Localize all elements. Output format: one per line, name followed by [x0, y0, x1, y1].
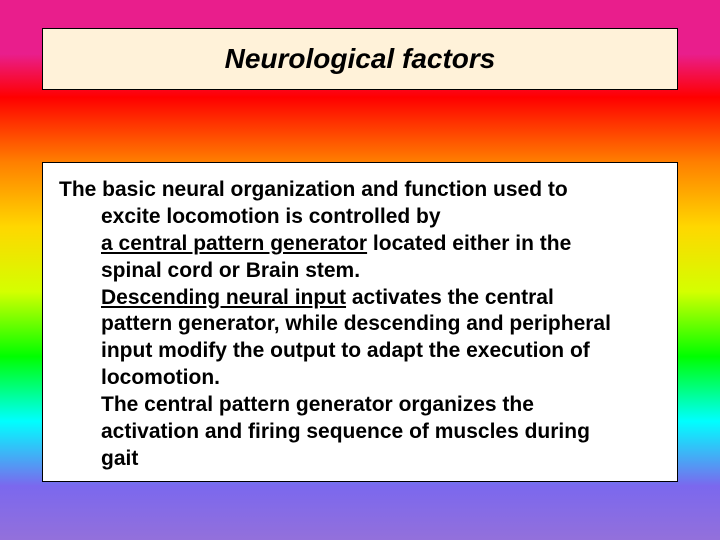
body-line: pattern generator, while descending and …	[101, 311, 661, 338]
body-text: The basic neural organization and functi…	[59, 177, 661, 473]
body-segment: The central pattern generator organizes …	[101, 393, 534, 416]
body-line: The basic neural organization and functi…	[59, 177, 661, 204]
body-segment: pattern generator, while descending and …	[101, 312, 611, 335]
body-segment: input modify the output to adapt the exe…	[101, 339, 590, 362]
title-box: Neurological factors	[42, 28, 678, 90]
body-line: gait	[101, 446, 661, 473]
body-segment: activates the central	[346, 286, 554, 309]
body-segment: locomotion.	[101, 366, 220, 389]
body-segment: located either in the	[367, 232, 571, 255]
body-line: locomotion.	[101, 365, 661, 392]
body-line: Descending neural input activates the ce…	[101, 285, 661, 312]
slide-title: Neurological factors	[225, 43, 496, 75]
body-segment: Descending neural input	[101, 286, 346, 309]
body-segment: activation and firing sequence of muscle…	[101, 420, 590, 443]
body-line: spinal cord or Brain stem.	[101, 258, 661, 285]
body-segment: a central pattern generator	[101, 232, 367, 255]
body-line: The central pattern generator organizes …	[101, 392, 661, 419]
slide: Neurological factors The basic neural or…	[0, 0, 720, 540]
body-segment: The basic neural organization and functi…	[59, 178, 568, 201]
body-segment: excite locomotion is controlled by	[101, 205, 441, 228]
body-line: input modify the output to adapt the exe…	[101, 338, 661, 365]
body-line: activation and firing sequence of muscle…	[101, 419, 661, 446]
body-segment: spinal cord or Brain stem.	[101, 259, 360, 282]
body-line: excite locomotion is controlled by	[101, 204, 661, 231]
content-box: The basic neural organization and functi…	[42, 162, 678, 482]
body-segment: gait	[101, 447, 138, 470]
body-line: a central pattern generator located eith…	[101, 231, 661, 258]
